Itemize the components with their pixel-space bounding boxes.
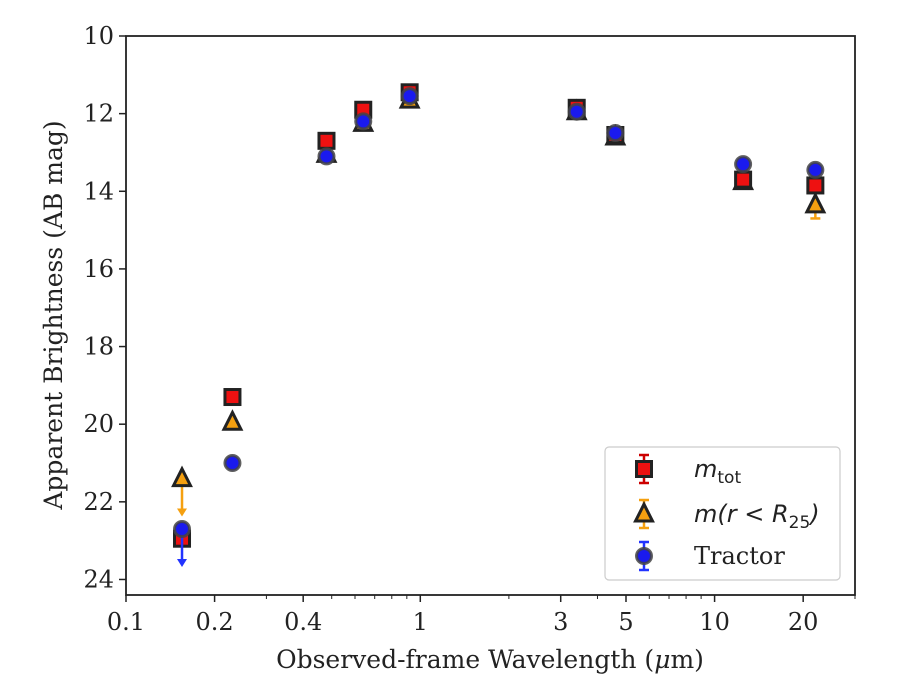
legend-circle-marker	[635, 547, 653, 565]
x-tick-label: 10	[699, 608, 730, 636]
square-point	[806, 176, 825, 195]
triangle-point	[804, 191, 827, 214]
legend-square-label: mtot	[694, 455, 741, 488]
circle-point	[400, 87, 419, 106]
legend-circle-label: Tractor	[694, 542, 785, 570]
triangle-upper-limit-arrow-head	[177, 508, 188, 517]
y-tick-label: 12	[83, 100, 114, 128]
circle-point	[734, 155, 753, 174]
circle-point	[223, 454, 242, 473]
y-axis-label: Apparent Brightness (AB mag)	[39, 120, 68, 510]
y-tick-label: 24	[83, 565, 114, 593]
series-circle	[173, 87, 825, 568]
y-tick-label: 10	[83, 22, 114, 50]
x-tick-label: 3	[553, 608, 568, 636]
square-point	[223, 388, 242, 407]
triangle-point	[221, 409, 244, 431]
x-tick-label: 20	[788, 608, 819, 636]
axes-frame	[125, 35, 856, 596]
x-tick-label: 0.1	[107, 608, 145, 636]
circle-point	[354, 112, 373, 131]
square-point	[317, 131, 336, 150]
circle-point	[806, 160, 825, 179]
y-tick-label: 22	[83, 488, 114, 516]
circle-point	[173, 520, 192, 539]
triangle-point	[171, 465, 193, 488]
legend-square-marker	[635, 460, 653, 478]
legend-triangle-label: m(r < R25)	[694, 500, 820, 533]
square-point	[734, 170, 753, 189]
x-tick-label: 0.4	[284, 608, 322, 636]
circle-point	[567, 102, 586, 121]
x-tick-label: 1	[413, 608, 428, 636]
legend: mtot m(r < R25) Tractor	[604, 446, 841, 581]
y-tick-label: 20	[83, 410, 114, 438]
circle-upper-limit-arrow-head	[177, 559, 188, 568]
y-tick-label: 16	[83, 255, 114, 283]
circle-point	[606, 124, 625, 143]
plot-area	[171, 83, 827, 568]
axes: 0.1 0.2 0.4 1 3 5 10 20 10 12 14 16 18 20 22 24	[83, 22, 856, 636]
x-axis-label: Observed-frame Wavelength (μm)	[276, 645, 704, 674]
y-tick-label: 18	[83, 333, 114, 361]
x-tick-label: 5	[618, 608, 633, 636]
circle-point	[317, 147, 336, 166]
legend-triangle-marker	[633, 500, 655, 523]
x-tick-label: 0.2	[196, 608, 234, 636]
legend-frame	[604, 446, 841, 581]
y-tick-label: 14	[83, 177, 114, 205]
